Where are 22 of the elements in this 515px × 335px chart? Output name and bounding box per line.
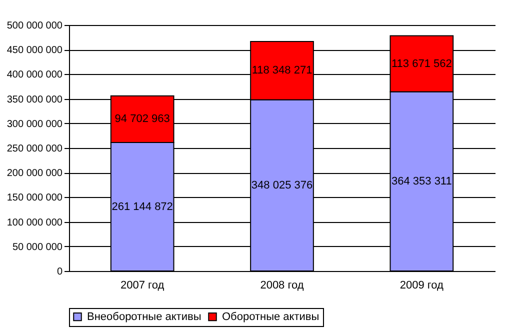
y-tick-label: 150 000 000 [6,192,63,204]
data-label: 118 348 271 [252,64,312,77]
y-tick-label: 50 000 000 [12,242,63,253]
y-tick-label: 400 000 000 [6,70,63,81]
data-label: 348 025 376 [251,179,313,192]
y-tick-label: 200 000 000 [6,168,63,180]
x-tick-label: 2007 год [120,280,165,292]
data-label: 113 671 562 [391,58,452,70]
y-tick-label: 350 000 000 [6,94,63,106]
data-label: 261 144 872 [112,200,173,213]
legend-label: Внеоборотные активы [87,310,202,323]
y-tick-label: 500 000 000 [6,20,63,32]
y-tick-label: 450 000 000 [6,45,63,56]
x-tick-label: 2009 год [400,280,444,292]
data-label: 94 702 963 [114,113,170,126]
data-label: 364 353 311 [391,175,452,188]
y-tick-label: 100 000 000 [6,217,63,228]
y-tick-label: 0 [56,266,63,278]
legend-label: Оборотные активы [222,310,320,323]
y-tick-label: 300 000 000 [6,118,63,130]
y-tick-label: 250 000 000 [6,144,63,154]
x-tick-label: 2008 год [260,280,304,292]
